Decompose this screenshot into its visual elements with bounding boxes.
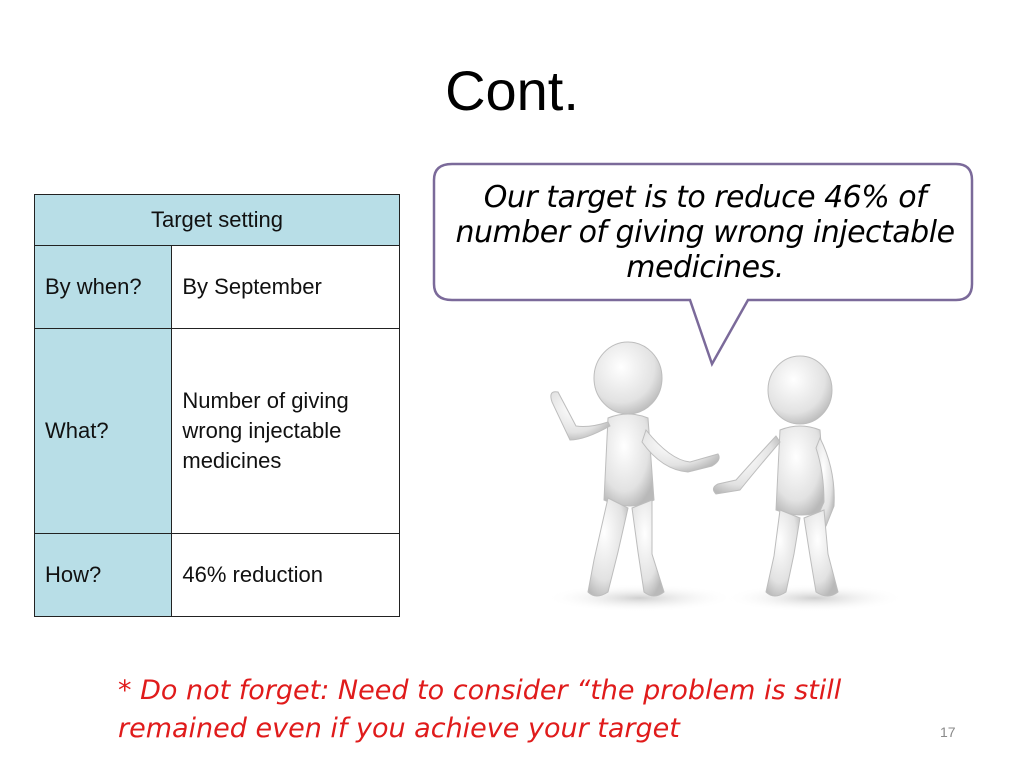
reminder-note: * Do not forget: Need to consider “the p… bbox=[118, 675, 842, 744]
table-row: What? Number of giving wrong injectable … bbox=[33, 328, 400, 534]
page-number: 17 bbox=[940, 724, 956, 740]
table-row: By when? By September bbox=[33, 245, 400, 329]
row-value-what: Number of giving wrong injectable medici… bbox=[171, 328, 400, 534]
row-value-by-when: By September bbox=[171, 245, 400, 329]
table-header: Target setting bbox=[34, 194, 400, 246]
slide-title: Cont. bbox=[445, 59, 579, 122]
two-stick-figures-icon bbox=[545, 341, 905, 612]
target-setting-table: Target setting By when? By September Wha… bbox=[33, 194, 400, 617]
row-value-how: 46% reduction bbox=[171, 533, 400, 617]
row-label-how: How? bbox=[33, 533, 173, 617]
speech-bubble-text: Our target is to reduce 46% of number of… bbox=[455, 180, 955, 285]
table-row: How? 46% reduction bbox=[33, 533, 400, 617]
row-label-by-when: By when? bbox=[33, 245, 173, 329]
